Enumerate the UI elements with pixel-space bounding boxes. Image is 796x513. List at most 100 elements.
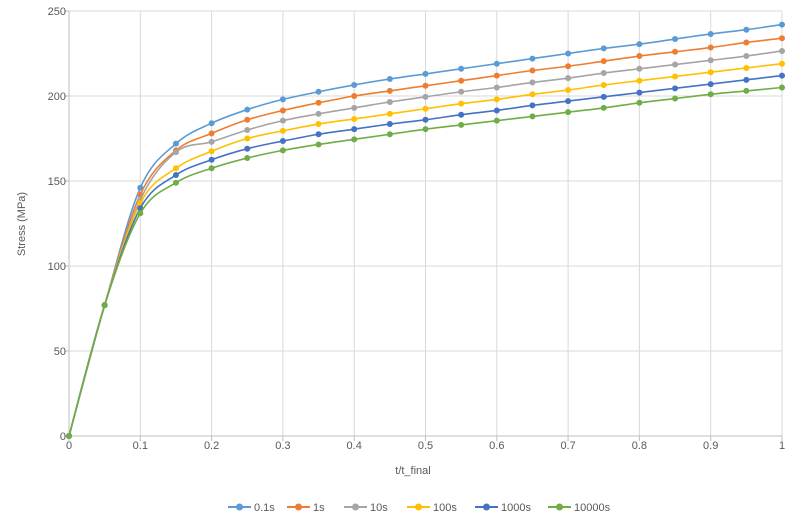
- legend-marker: [556, 503, 563, 511]
- legend-label: 10000s: [574, 502, 611, 513]
- series-line: [68, 37, 783, 437]
- data-point: [244, 127, 251, 133]
- data-point: [493, 84, 500, 91]
- data-point: [315, 88, 322, 95]
- data-point: [351, 115, 358, 122]
- series-line: [68, 86, 783, 437]
- x-tick-label: 0: [66, 440, 72, 452]
- data-point: [244, 116, 251, 123]
- data-point: [351, 104, 358, 111]
- y-tick-labels: 0 50 100 150 200 250: [48, 6, 66, 443]
- data-point: [208, 165, 215, 172]
- data-point: [422, 105, 429, 112]
- data-point: [529, 113, 536, 120]
- data-point: [707, 91, 714, 98]
- series-line: [68, 23, 783, 437]
- data-point: [636, 65, 643, 72]
- data-point: [458, 88, 465, 95]
- x-tick-label: 0.1: [133, 440, 148, 452]
- x-tick-label: 0.2: [204, 440, 219, 452]
- data-point: [779, 84, 785, 91]
- data-point: [707, 44, 714, 51]
- x-tick-label: 0.6: [489, 440, 504, 452]
- data-point: [529, 67, 536, 74]
- series-line: [68, 74, 783, 437]
- data-point: [279, 96, 286, 103]
- data-point: [600, 58, 607, 65]
- legend-item: 10s: [344, 502, 388, 513]
- x-tick-labels: 0 0.1 0.2 0.3 0.4 0.5 0.6 0.7 0.8 0.9 1: [66, 440, 785, 452]
- data-point: [672, 85, 679, 92]
- data-point: [493, 72, 500, 79]
- legend: 0.1s 1s 10s 100s 1000s 10000s: [228, 502, 611, 513]
- data-point: [636, 53, 643, 60]
- data-point: [386, 110, 393, 117]
- data-point: [565, 75, 572, 82]
- data-point: [600, 70, 607, 77]
- data-point: [172, 179, 179, 186]
- data-point: [672, 61, 679, 68]
- y-tick-label: 0: [60, 431, 66, 443]
- data-point: [600, 81, 607, 88]
- data-point: [743, 53, 750, 60]
- data-point: [208, 120, 215, 127]
- legend-label: 1s: [313, 502, 325, 513]
- data-point: [279, 127, 286, 134]
- data-point: [279, 147, 286, 154]
- data-point: [351, 93, 358, 99]
- series-10s: [66, 47, 785, 439]
- data-point: [493, 107, 500, 114]
- data-point: [672, 95, 679, 102]
- data-point: [779, 60, 785, 67]
- data-point: [279, 138, 286, 145]
- data-point: [743, 26, 750, 33]
- data-point: [743, 87, 750, 94]
- data-point: [672, 36, 679, 43]
- data-point: [600, 104, 607, 111]
- data-point: [565, 87, 572, 94]
- data-point: [743, 39, 750, 46]
- data-point: [315, 110, 322, 117]
- legend-marker: [352, 503, 359, 511]
- data-point: [493, 117, 500, 124]
- data-point: [779, 35, 785, 42]
- data-point: [66, 433, 72, 439]
- data-point: [707, 69, 714, 76]
- data-point: [208, 130, 215, 137]
- data-point: [458, 77, 465, 84]
- data-point: [529, 79, 536, 86]
- data-point: [351, 136, 358, 143]
- legend-label: 1000s: [501, 502, 531, 513]
- data-point: [707, 30, 714, 37]
- data-point: [315, 121, 322, 128]
- data-point: [636, 41, 643, 48]
- x-tick-label: 0.7: [560, 440, 575, 452]
- data-point: [600, 93, 607, 100]
- y-tick-label: 200: [48, 91, 66, 103]
- data-point: [493, 96, 500, 103]
- y-tick-label: 50: [54, 346, 66, 358]
- data-point: [137, 184, 144, 191]
- data-point: [529, 91, 536, 98]
- data-point: [422, 116, 429, 123]
- data-point: [529, 102, 536, 109]
- legend-label: 0.1s: [254, 502, 275, 513]
- data-point: [315, 141, 322, 148]
- data-point: [458, 65, 465, 72]
- data-point: [779, 21, 785, 28]
- legend-item: 0.1s: [228, 502, 275, 513]
- y-axis-title: Stress (MPa): [16, 192, 28, 256]
- data-point: [101, 302, 108, 309]
- data-point: [351, 126, 358, 133]
- legend-marker: [295, 503, 302, 511]
- data-point: [636, 89, 643, 96]
- data-point: [172, 140, 179, 147]
- x-axis-title: t/t_final: [395, 465, 430, 477]
- series-1000s: [66, 72, 785, 439]
- data-point: [565, 63, 572, 70]
- data-point: [386, 76, 393, 82]
- data-point: [707, 57, 714, 64]
- legend-marker: [236, 503, 243, 511]
- data-point: [137, 210, 144, 217]
